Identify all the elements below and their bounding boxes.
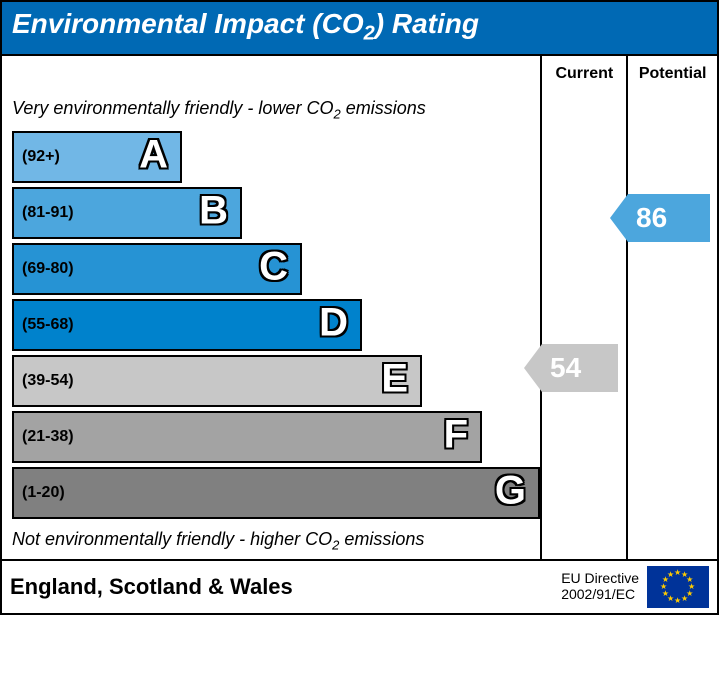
epc-rating-chart: Environmental Impact (CO2) Rating Curren… (0, 0, 719, 615)
potential-column: 86 (628, 92, 717, 559)
current-column: 54 (542, 92, 628, 559)
band-range: (21-38) (14, 428, 74, 446)
band-letter: G (495, 468, 526, 513)
header-potential: Potential (628, 56, 717, 92)
eu-directive-label: EU Directive 2002/91/EC (561, 571, 639, 602)
band-range: (1-20) (14, 484, 65, 502)
caption-friendly: Very environmentally friendly - lower CO… (2, 92, 540, 128)
column-headers: Current Potential (2, 56, 717, 92)
potential-rating-arrow: 86 (610, 194, 710, 242)
rating-band-e: (39-54) E (12, 355, 422, 407)
band-range: (81-91) (14, 204, 74, 222)
rating-band-f: (21-38) F (12, 411, 482, 463)
rating-band-c: (69-80) C (12, 243, 302, 295)
band-letter: E (381, 356, 408, 401)
potential-value: 86 (636, 202, 667, 234)
caption-unfriendly: Not environmentally friendly - higher CO… (2, 523, 540, 559)
header-current: Current (542, 56, 628, 92)
band-range: (69-80) (14, 260, 74, 278)
arrow-head-icon (524, 344, 542, 392)
chart-body: Very environmentally friendly - lower CO… (2, 92, 717, 559)
arrow-head-icon (610, 194, 628, 242)
rating-band-a: (92+) A (12, 131, 182, 183)
eu-flag-icon: ★★★★★★★★★★★★ (647, 566, 709, 608)
bands-column: Very environmentally friendly - lower CO… (2, 92, 542, 559)
header-spacer (2, 56, 542, 92)
band-range: (39-54) (14, 372, 74, 390)
band-letter: F (444, 412, 468, 457)
rating-band-g: (1-20) G (12, 467, 540, 519)
current-value: 54 (550, 352, 581, 384)
rating-band-d: (55-68) D (12, 299, 362, 351)
chart-title: Environmental Impact (CO2) Rating (2, 2, 717, 56)
band-letter: B (199, 188, 228, 233)
band-letter: D (319, 300, 348, 345)
rating-band-b: (81-91) B (12, 187, 242, 239)
band-range: (55-68) (14, 316, 74, 334)
chart-footer: England, Scotland & Wales EU Directive 2… (2, 559, 717, 613)
band-letter: C (259, 244, 288, 289)
band-range: (92+) (14, 148, 60, 166)
current-rating-arrow: 54 (524, 344, 618, 392)
band-letter: A (139, 132, 168, 177)
region-label: England, Scotland & Wales (10, 574, 561, 600)
